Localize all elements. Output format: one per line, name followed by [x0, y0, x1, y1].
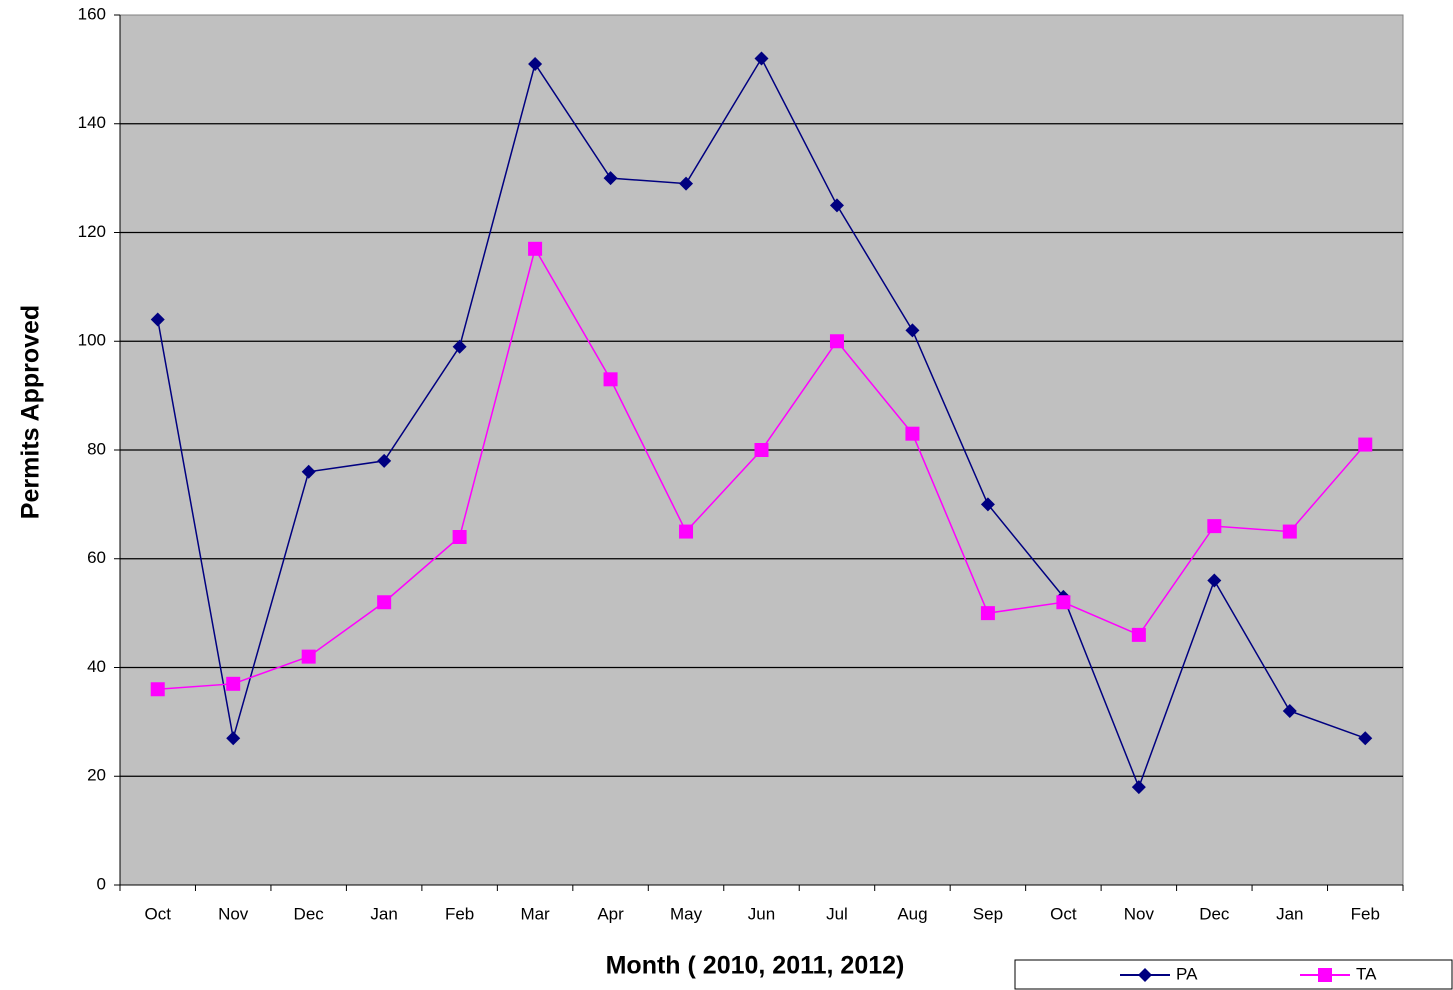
marker: [829, 198, 844, 213]
marker: [829, 334, 844, 349]
y-tick-label: 100: [78, 331, 106, 350]
x-tick-label: Mar: [520, 904, 550, 923]
marker: [150, 682, 165, 697]
marker: [1207, 573, 1222, 588]
x-tick-label: Jan: [370, 904, 397, 923]
legend-label: PA: [1176, 964, 1198, 983]
marker: [301, 464, 316, 479]
marker: [1138, 968, 1152, 982]
marker: [754, 443, 769, 457]
x-tick-label: Nov: [1124, 904, 1155, 923]
x-tick-label: Oct: [1050, 904, 1077, 923]
marker: [452, 530, 467, 544]
marker: [603, 171, 618, 186]
marker: [1207, 519, 1222, 534]
y-tick-label: 80: [87, 439, 106, 458]
x-tick-label: Dec: [294, 904, 325, 923]
x-tick-label: May: [670, 904, 703, 923]
y-tick-label: 140: [78, 113, 106, 132]
x-tick-label: Feb: [1351, 904, 1380, 923]
marker: [528, 56, 543, 71]
y-tick-label: 40: [87, 657, 106, 676]
marker: [226, 731, 241, 746]
marker: [1318, 968, 1332, 982]
y-axis-title: Permits Approved: [17, 305, 45, 519]
marker: [1131, 627, 1146, 642]
marker: [226, 676, 241, 691]
marker: [377, 453, 392, 468]
x-axis-title: Month ( 2010, 2011, 2012): [606, 952, 905, 980]
marker: [301, 649, 316, 664]
marker: [980, 606, 995, 621]
x-tick-label: Oct: [145, 904, 172, 923]
marker: [452, 339, 467, 354]
marker: [1358, 437, 1373, 452]
marker: [377, 595, 392, 610]
x-tick-label: Feb: [445, 904, 474, 923]
marker: [1358, 731, 1373, 746]
x-tick-label: Nov: [218, 904, 249, 923]
marker: [905, 323, 920, 338]
y-tick-label: 120: [78, 222, 106, 241]
y-tick-label: 60: [87, 548, 106, 567]
x-tick-label: Jan: [1276, 904, 1303, 923]
legend: [1014, 959, 1453, 990]
x-tick-label: Jun: [748, 904, 775, 923]
marker: [905, 426, 920, 441]
marker: [1056, 595, 1071, 610]
marker: [150, 312, 165, 327]
x-tick-label: Sep: [973, 904, 1003, 923]
marker: [679, 176, 694, 191]
y-tick-label: 0: [97, 874, 106, 893]
legend-label: TA: [1356, 964, 1377, 983]
x-tick-label: Aug: [897, 904, 927, 923]
x-tick-label: Dec: [1199, 904, 1230, 923]
marker: [1282, 704, 1297, 718]
marker: [1131, 780, 1146, 795]
marker: [754, 51, 769, 66]
x-tick-label: Jul: [826, 904, 848, 923]
marker: [528, 241, 543, 256]
y-tick-label: 160: [78, 4, 106, 23]
y-tick-label: 20: [87, 766, 106, 785]
marker: [1282, 524, 1297, 539]
marker: [603, 372, 618, 387]
x-tick-label: Apr: [597, 904, 624, 923]
marker: [679, 524, 694, 539]
marker: [980, 497, 995, 512]
